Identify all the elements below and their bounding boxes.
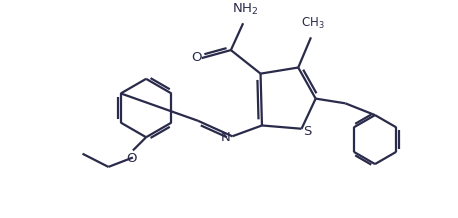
Text: O: O (126, 152, 136, 165)
Text: N: N (221, 131, 230, 144)
Text: S: S (304, 125, 312, 138)
Text: CH$_3$: CH$_3$ (300, 16, 324, 31)
Text: O: O (191, 51, 201, 64)
Text: NH$_2$: NH$_2$ (232, 2, 259, 17)
